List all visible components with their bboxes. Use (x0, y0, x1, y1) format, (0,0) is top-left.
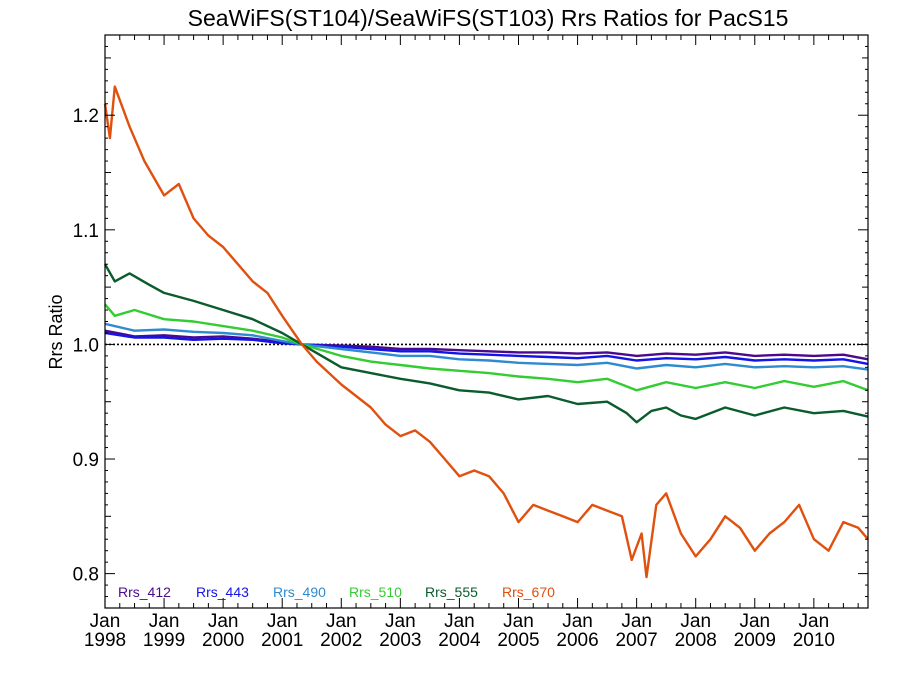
series-layer (103, 85, 869, 579)
x-tick-month-label: Jan (739, 611, 770, 632)
legend-entry-rrs-670: Rrs_670 (502, 584, 555, 600)
x-tick-month-label: Jan (562, 611, 593, 632)
y-tick-label: 1.1 (73, 221, 99, 242)
series-line-rrs-670 (103, 85, 869, 579)
chart-title: SeaWiFS(ST104)/SeaWiFS(ST103) Rrs Ratios… (188, 5, 789, 31)
x-tick-year-label: 1998 (84, 630, 126, 651)
x-tick-year-label: 2008 (675, 630, 717, 651)
series-line-rrs-555 (103, 263, 869, 424)
x-tick-year-label: 2000 (202, 630, 244, 651)
axes-layer: 0.80.91.01.11.2Jan1998Jan1999Jan2000Jan2… (73, 34, 869, 651)
legend-entry-rrs-412: Rrs_412 (118, 584, 171, 600)
x-tick-month-label: Jan (503, 611, 534, 632)
legend-entry-rrs-443: Rrs_443 (196, 584, 249, 600)
y-tick-label: 1.0 (73, 335, 99, 356)
y-tick-label: 0.8 (73, 565, 99, 586)
x-tick-month-label: Jan (326, 611, 357, 632)
legend: Rrs_412 Rrs_443 Rrs_490 Rrs_510 Rrs_555 Rrs_6… (118, 584, 555, 600)
legend-entry-rrs-490: Rrs_490 (273, 584, 326, 600)
plot-frame (104, 34, 869, 609)
x-tick-month-label: Jan (267, 611, 298, 632)
x-tick-month-label: Jan (208, 611, 239, 632)
x-tick-year-label: 2006 (556, 630, 598, 651)
series-line-rrs-490 (104, 322, 869, 371)
x-tick-year-label: 2005 (497, 630, 539, 651)
y-tick-label: 1.2 (73, 106, 99, 127)
series-line-rrs-510 (104, 303, 869, 392)
x-tick-month-label: Jan (385, 611, 416, 632)
series-line-rrs-412 (104, 329, 869, 361)
x-tick-month-label: Jan (799, 611, 830, 632)
x-tick-year-label: 2004 (438, 630, 481, 651)
y-tick-label: 0.9 (73, 450, 99, 471)
x-tick-year-label: 2001 (261, 630, 303, 651)
legend-entry-rrs-555: Rrs_555 (425, 584, 478, 600)
x-tick-month-label: Jan (90, 611, 121, 632)
x-tick-year-label: 1999 (143, 630, 185, 651)
x-tick-year-label: 2010 (793, 630, 835, 651)
x-tick-month-label: Jan (444, 611, 475, 632)
x-tick-month-label: Jan (680, 611, 711, 632)
x-tick-year-label: 2003 (379, 630, 421, 651)
x-tick-year-label: 2002 (320, 630, 362, 651)
x-tick-year-label: 2007 (615, 630, 657, 651)
legend-entry-rrs-510: Rrs_510 (349, 584, 402, 600)
series-line-rrs-443 (104, 331, 869, 366)
x-tick-month-label: Jan (149, 611, 180, 632)
x-tick-year-label: 2009 (734, 630, 776, 651)
y-axis-label: Rrs Ratio (46, 294, 66, 369)
x-tick-month-label: Jan (621, 611, 652, 632)
